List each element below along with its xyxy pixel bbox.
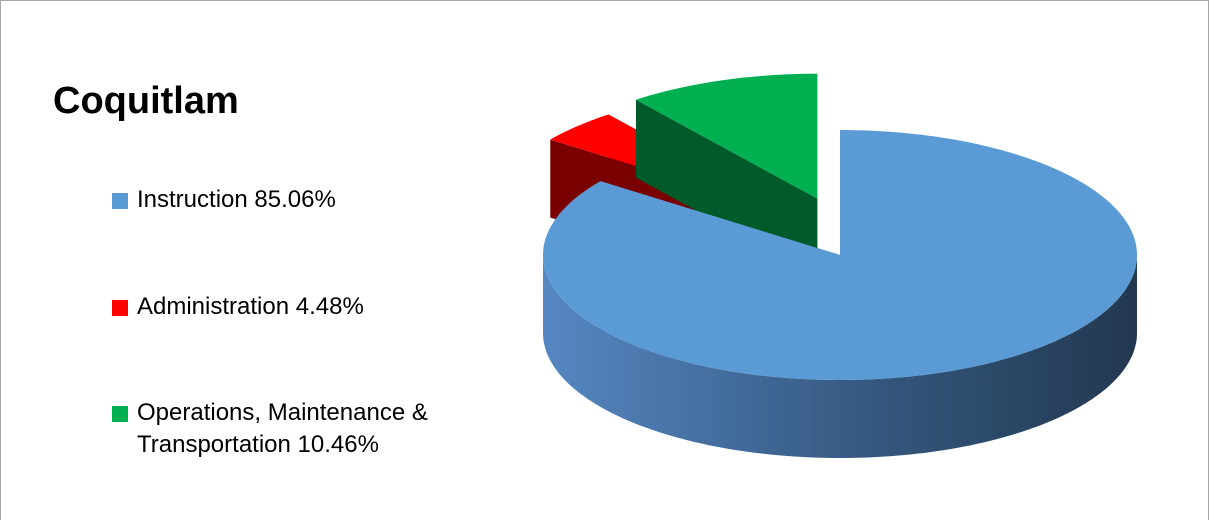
pie-slice [543,130,1137,380]
legend-label: Administration [137,293,290,320]
legend-swatch [112,406,128,422]
legend-label: Operations, Maintenance & Transportation [137,399,428,458]
legend-value: 4.48% [295,293,364,320]
legend-item: Administration 4.48% [112,291,507,323]
legend-value: 85.06% [254,186,336,213]
slice-wall [635,99,818,277]
legend-text: Instruction 85.06% [137,184,507,216]
legend-swatch [112,193,128,209]
legend-swatch [112,300,128,316]
legend-label: Instruction [137,186,248,213]
pie-slice [636,73,818,199]
slice-side [543,255,1137,458]
legend-text: Operations, Maintenance & Transportation… [137,397,507,461]
legend-item: Operations, Maintenance & Transportation… [112,397,507,461]
legend-item: Instruction 85.06% [112,184,507,216]
chart-title: Coquitlam [53,80,239,122]
legend-value: 10.46% [297,431,379,458]
legend-text: Administration 4.48% [137,291,507,323]
